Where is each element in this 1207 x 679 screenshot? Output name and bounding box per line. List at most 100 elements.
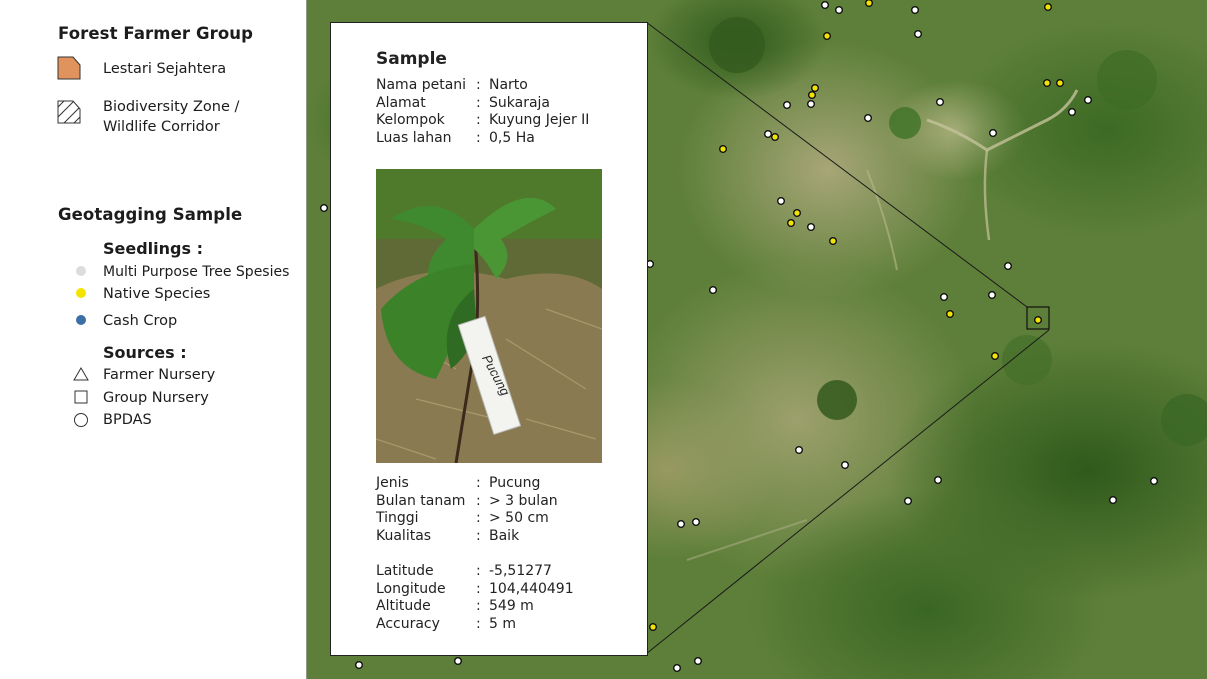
multi-purpose-tree-point[interactable] xyxy=(355,661,364,670)
field-key: Latitude xyxy=(376,563,434,579)
multi-purpose-tree-point[interactable] xyxy=(934,476,943,485)
field-key: Jenis xyxy=(376,475,409,491)
legend-label-multi-purpose-tree: Multi Purpose Tree Spesies xyxy=(103,264,290,280)
field-value: 5 m xyxy=(489,615,516,632)
multi-purpose-tree-point[interactable] xyxy=(904,497,913,506)
field-separator: : xyxy=(476,563,481,579)
multi-purpose-tree-point[interactable] xyxy=(795,446,804,455)
multi-purpose-tree-point[interactable] xyxy=(692,518,701,527)
native-species-point[interactable] xyxy=(829,236,838,245)
multi-purpose-tree-point[interactable] xyxy=(988,291,997,300)
multi-purpose-tree-dot-icon xyxy=(76,266,86,276)
multi-purpose-tree-point[interactable] xyxy=(864,113,873,122)
farmer-field-group: Kelompok: Kuyung Jejer II xyxy=(376,112,589,130)
legend-heading-forest-farmer-group: Forest Farmer Group xyxy=(58,24,254,43)
native-species-point[interactable] xyxy=(793,208,802,217)
seedling-photo: Pucung xyxy=(376,169,602,463)
multi-purpose-tree-point[interactable] xyxy=(1150,477,1159,486)
multi-purpose-tree-point[interactable] xyxy=(1109,496,1118,505)
field-key: Kualitas xyxy=(376,527,432,544)
native-species-point[interactable] xyxy=(1044,3,1053,11)
field-key: Kelompok xyxy=(376,112,445,129)
multi-purpose-tree-point[interactable] xyxy=(694,657,703,666)
field-value: Kuyung Jejer II xyxy=(489,112,590,129)
cash-crop-dot-icon xyxy=(76,315,86,325)
multi-purpose-tree-point[interactable] xyxy=(453,657,462,666)
sample-location-box[interactable] xyxy=(1026,306,1050,330)
native-species-point[interactable] xyxy=(1043,78,1052,87)
legend-heading-sources: Sources : xyxy=(103,343,187,362)
field-key: Luas lahan xyxy=(376,129,452,146)
field-value: > 3 bulan xyxy=(489,492,558,509)
legend-heading-seedlings: Seedlings : xyxy=(103,239,203,258)
legend-label-farmer-nursery: Farmer Nursery xyxy=(103,367,216,383)
legend-label-lestari-sejahtera: Lestari Sejahtera xyxy=(103,61,227,77)
native-species-point[interactable] xyxy=(865,0,873,7)
multi-purpose-tree-point[interactable] xyxy=(807,99,816,108)
map-overlay xyxy=(319,0,1207,673)
plant-field-quality: Kualitas: Baik xyxy=(376,528,519,546)
aerial-map[interactable]: Sample Nama petani: Narto Alamat: Sukaraja… xyxy=(306,0,1207,679)
multi-purpose-tree-point[interactable] xyxy=(821,1,830,9)
multi-purpose-tree-point[interactable] xyxy=(940,293,949,302)
multi-purpose-tree-point[interactable] xyxy=(777,196,786,205)
legend-label-bpdas: BPDAS xyxy=(103,412,152,428)
field-separator: : xyxy=(476,94,481,111)
multi-purpose-tree-point[interactable] xyxy=(1068,107,1077,116)
multi-purpose-tree-point[interactable] xyxy=(1004,262,1013,271)
native-species-point[interactable] xyxy=(1034,316,1043,325)
field-value: Baik xyxy=(489,527,520,544)
field-key: Bulan tanam xyxy=(376,492,466,509)
native-species-point[interactable] xyxy=(991,352,1000,361)
multi-purpose-tree-point[interactable] xyxy=(319,203,328,212)
multi-purpose-tree-point[interactable] xyxy=(835,5,844,14)
field-separator: : xyxy=(476,580,481,597)
native-species-point[interactable] xyxy=(719,144,728,153)
field-key: Longitude xyxy=(376,580,446,597)
plant-field-height: Tinggi: > 50 cm xyxy=(376,510,549,528)
field-separator: : xyxy=(476,129,481,146)
field-key: Alamat xyxy=(376,94,426,111)
field-value: -5,51277 xyxy=(489,563,552,579)
field-separator: : xyxy=(476,615,481,632)
multi-purpose-tree-point[interactable] xyxy=(673,664,682,673)
farmer-field-address: Alamat: Sukaraja xyxy=(376,95,550,113)
farmer-field-name: Nama petani: Narto xyxy=(376,77,528,95)
field-separator: : xyxy=(476,598,481,615)
multi-purpose-tree-point[interactable] xyxy=(709,286,718,295)
native-species-point[interactable] xyxy=(787,218,796,227)
multi-purpose-tree-point[interactable] xyxy=(677,520,686,529)
field-key: Tinggi xyxy=(376,510,419,527)
field-separator: : xyxy=(476,475,481,491)
native-species-point[interactable] xyxy=(946,310,955,319)
location-field-latitude: Latitude: -5,51277 xyxy=(376,563,552,581)
multi-purpose-tree-point[interactable] xyxy=(1084,95,1093,104)
multi-purpose-tree-point[interactable] xyxy=(914,30,923,39)
multi-purpose-tree-point[interactable] xyxy=(764,129,773,138)
field-value: 549 m xyxy=(489,598,534,615)
multi-purpose-tree-point[interactable] xyxy=(783,100,792,109)
multi-purpose-tree-point[interactable] xyxy=(841,461,850,470)
biodiversity-zone-hatch-swatch xyxy=(57,100,81,124)
native-species-point[interactable] xyxy=(811,83,820,92)
square-icon xyxy=(74,390,88,404)
field-value: > 50 cm xyxy=(489,510,549,527)
lestari-sejahtera-polygon-swatch xyxy=(57,56,81,80)
field-separator: : xyxy=(476,112,481,129)
triangle-icon xyxy=(73,367,89,381)
multi-purpose-tree-point[interactable] xyxy=(989,128,998,137)
plant-field-planting-month: Bulan tanam: > 3 bulan xyxy=(376,493,558,511)
multi-purpose-tree-point[interactable] xyxy=(911,5,920,14)
location-field-longitude: Longitude:104,440491 xyxy=(376,581,574,599)
native-species-point[interactable] xyxy=(649,623,658,632)
native-species-point[interactable] xyxy=(1056,78,1065,87)
field-value: 104,440491 xyxy=(489,580,574,597)
native-species-point[interactable] xyxy=(808,90,817,99)
field-separator: : xyxy=(476,492,481,509)
multi-purpose-tree-point[interactable] xyxy=(936,97,945,106)
native-species-point[interactable] xyxy=(823,32,832,41)
multi-purpose-tree-point[interactable] xyxy=(807,222,816,231)
native-species-point[interactable] xyxy=(771,132,780,141)
map-legend: Forest Farmer Group Lestari Sejahtera Bi… xyxy=(0,0,306,679)
field-value: 0,5 Ha xyxy=(489,129,535,146)
